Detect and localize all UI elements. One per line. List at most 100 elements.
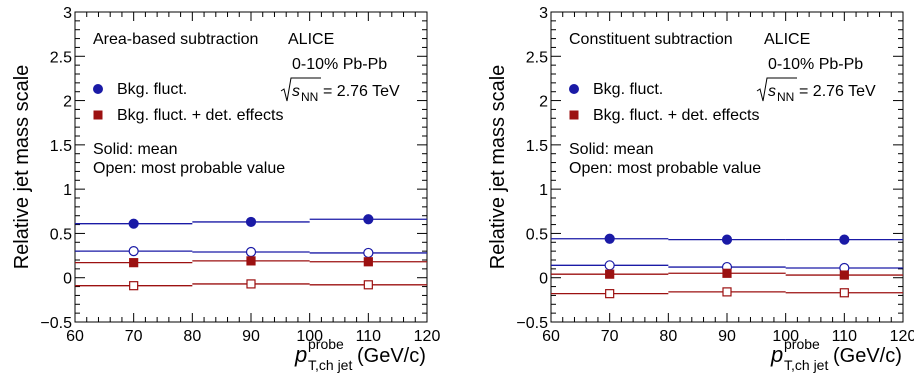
- x-tick-label: 70: [125, 328, 143, 345]
- x-tick-label: 80: [659, 328, 677, 345]
- legend-marker-square: [93, 110, 103, 120]
- energy-subscript: NN: [301, 90, 318, 104]
- y-tick-label: 1.5: [50, 138, 72, 155]
- experiment-label: ALICE: [288, 31, 334, 48]
- y-tick-label: 3: [539, 5, 548, 22]
- series-3: [551, 268, 903, 280]
- series-1: [551, 233, 903, 245]
- x-axis-label-symbol: p: [294, 342, 307, 367]
- x-tick-label: 90: [718, 328, 736, 345]
- data-point: [605, 269, 615, 279]
- data-point: [245, 246, 257, 258]
- legend-label: Bkg. fluct.: [117, 81, 187, 98]
- x-tick-label: 100: [296, 328, 323, 345]
- x-tick-label: 120: [414, 328, 441, 345]
- y-tick-label: 0: [63, 271, 72, 288]
- data-point: [839, 234, 850, 245]
- x-tick-label: 90: [242, 328, 260, 345]
- x-axis-label-superscript: probe: [784, 336, 820, 352]
- x-tick-label: 80: [183, 328, 201, 345]
- energy-label: s NN = 2.76 TeV: [756, 77, 876, 104]
- energy-s: s: [768, 83, 776, 100]
- sqrt-symbol: [756, 77, 797, 102]
- x-tick-label: 60: [542, 328, 560, 345]
- data-point: [839, 270, 849, 280]
- data-point: [604, 260, 615, 271]
- y-tick-label: 2: [63, 94, 72, 111]
- series-4: [551, 287, 903, 299]
- y-tick-label: 1.5: [526, 138, 548, 155]
- data-point: [721, 234, 733, 245]
- legend-marker-circle: [569, 84, 579, 94]
- y-tick-label: 0: [539, 271, 548, 288]
- data-point: [128, 246, 139, 257]
- y-tick-label: 0.5: [50, 226, 72, 243]
- y-tick-label: −0.5: [516, 315, 548, 332]
- centrality-label: 0-10% Pb-Pb: [292, 56, 387, 73]
- open-note: Open: most probable value: [569, 160, 761, 177]
- x-tick-label: 110: [356, 328, 382, 345]
- open-note: Open: most probable value: [93, 160, 285, 177]
- legend-marker-circle: [93, 84, 103, 94]
- data-point: [839, 288, 849, 298]
- x-axis-label-subscript: T,ch jet: [784, 357, 828, 373]
- legend-label: Bkg. fluct.: [593, 81, 663, 98]
- data-point: [363, 247, 374, 259]
- data-point: [363, 280, 373, 290]
- data-point: [722, 287, 732, 297]
- data-point: [604, 233, 615, 244]
- panel-subtraction-label: Area-based subtraction: [93, 31, 258, 48]
- legend-entry-2: Bkg. fluct. + det. effects: [569, 107, 759, 124]
- y-axis-label: Relative jet mass scale: [11, 65, 33, 270]
- x-tick-label: 60: [66, 328, 84, 345]
- x-axis-label-unit: (GeV/c): [357, 345, 426, 367]
- chart-panel-2: 60 70 80 90 100 110 120 −0.5 0 0.5 1 1.5 2 2.5 3 Relati…: [487, 5, 914, 373]
- x-tick-label: 100: [772, 328, 799, 345]
- energy-subscript: NN: [777, 90, 794, 104]
- y-tick-label: −0.5: [40, 315, 72, 332]
- legend-entry-2: Bkg. fluct. + det. effects: [93, 107, 283, 124]
- series-1: [75, 214, 427, 229]
- data-point: [246, 256, 256, 266]
- y-tick-label: 1: [539, 182, 548, 199]
- chart-panel-1: 60 70 80 90 100 110 120 −0.5 0 0.5 1 1.5 2 2.5 3 Relati…: [11, 5, 440, 373]
- data-point: [246, 279, 256, 289]
- energy-s: s: [292, 83, 300, 100]
- y-tick-label: 0.5: [526, 226, 548, 243]
- legend-entry-1: Bkg. fluct.: [569, 81, 663, 98]
- x-tick-label: 110: [832, 328, 858, 345]
- y-tick-label: 1: [63, 182, 72, 199]
- legend-entry-1: Bkg. fluct.: [93, 81, 187, 98]
- data-point: [363, 257, 373, 267]
- legend-marker-square: [569, 110, 579, 120]
- x-axis-label-unit: (GeV/c): [833, 345, 902, 367]
- x-axis-label: p probe T,ch jet (GeV/c): [294, 336, 426, 373]
- y-tick-label: 3: [63, 5, 72, 22]
- solid-note: Solid: mean: [93, 141, 178, 158]
- energy-value: = 2.76 TeV: [799, 83, 876, 100]
- y-axis-label: Relative jet mass scale: [487, 65, 509, 270]
- experiment-label: ALICE: [764, 31, 810, 48]
- series-3: [75, 256, 427, 268]
- series-4: [75, 279, 427, 291]
- data-point: [129, 281, 139, 291]
- data-point: [129, 258, 139, 268]
- x-axis-label-subscript: T,ch jet: [308, 357, 352, 373]
- panel-subtraction-label: Constituent subtraction: [569, 31, 733, 48]
- data-point: [605, 289, 615, 299]
- legend-label: Bkg. fluct. + det. effects: [593, 107, 759, 124]
- series-2: [75, 246, 427, 259]
- sqrt-symbol: [280, 77, 321, 102]
- y-tick-label: 2: [539, 94, 548, 111]
- x-axis-label-symbol: p: [770, 342, 783, 367]
- y-tick-label: 2.5: [526, 49, 548, 66]
- centrality-label: 0-10% Pb-Pb: [768, 56, 863, 73]
- x-axis-label-superscript: probe: [308, 336, 344, 352]
- y-tick-label: 2.5: [50, 49, 72, 66]
- data-point: [363, 214, 374, 225]
- solid-note: Solid: mean: [569, 141, 654, 158]
- data-point: [245, 216, 257, 228]
- data-point: [722, 268, 732, 278]
- energy-label: s NN = 2.76 TeV: [280, 77, 400, 104]
